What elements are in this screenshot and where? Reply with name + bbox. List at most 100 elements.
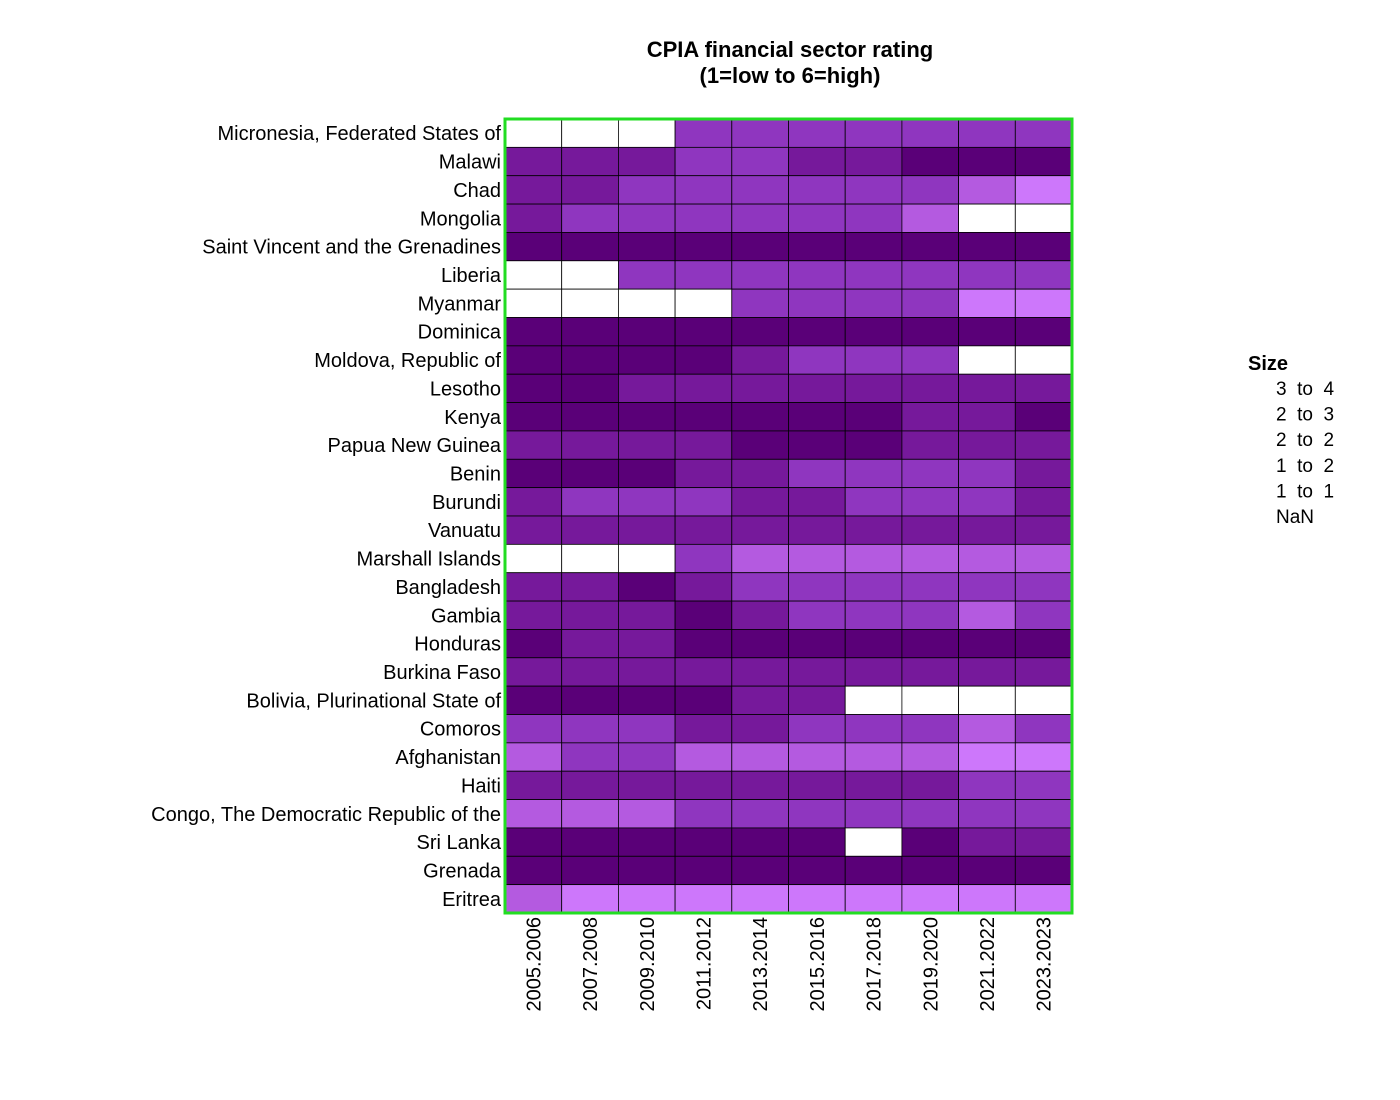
heatmap-cell bbox=[958, 855, 1016, 886]
y-tick-label: Burundi bbox=[432, 492, 501, 514]
heatmap-cell bbox=[844, 146, 903, 177]
heatmap-cell bbox=[504, 146, 563, 177]
heatmap-cell bbox=[901, 487, 960, 517]
heatmap-cell bbox=[1014, 458, 1073, 489]
heatmap-cell bbox=[731, 203, 789, 233]
heatmap-cell bbox=[618, 827, 676, 857]
y-tick-label: Vanuatu bbox=[428, 520, 501, 542]
heatmap-cell bbox=[561, 430, 619, 460]
heatmap-cell bbox=[674, 175, 733, 205]
heatmap-cell bbox=[731, 543, 789, 574]
heatmap-cell bbox=[561, 458, 619, 489]
heatmap-cell bbox=[561, 232, 619, 262]
y-tick-label: Mongolia bbox=[420, 208, 502, 230]
heatmap-cell bbox=[958, 600, 1016, 630]
heatmap-cell bbox=[504, 742, 563, 772]
heatmap-cell bbox=[901, 175, 960, 205]
y-tick-label: Liberia bbox=[441, 265, 502, 287]
heatmap-cell bbox=[788, 543, 846, 574]
heatmap-cell bbox=[901, 827, 960, 857]
heatmap-cell bbox=[674, 288, 733, 318]
heatmap-cell bbox=[788, 118, 846, 148]
heatmap-cell bbox=[844, 629, 903, 659]
heatmap-cell bbox=[1014, 855, 1073, 886]
heatmap-cell bbox=[788, 317, 846, 347]
heatmap-cell bbox=[504, 288, 563, 318]
heatmap-cell bbox=[674, 203, 733, 233]
heatmap-cell bbox=[788, 742, 846, 772]
y-tick-label: Honduras bbox=[414, 634, 501, 656]
heatmap-cell bbox=[674, 118, 733, 148]
heatmap-cell bbox=[504, 629, 563, 659]
heatmap-cell bbox=[618, 884, 676, 914]
heatmap-cell bbox=[618, 203, 676, 233]
heatmap-cell bbox=[504, 770, 563, 800]
heatmap-cell bbox=[958, 487, 1016, 517]
heatmap-cell bbox=[958, 288, 1016, 318]
heatmap-cell bbox=[674, 714, 733, 744]
heatmap-cell bbox=[731, 572, 789, 602]
heatmap-cell bbox=[1014, 203, 1073, 233]
heatmap-cell bbox=[674, 487, 733, 517]
heatmap-cell bbox=[901, 402, 960, 432]
heatmap-cell bbox=[731, 402, 789, 432]
heatmap-cell bbox=[901, 629, 960, 659]
heatmap-cell bbox=[788, 203, 846, 233]
heatmap-cell bbox=[958, 714, 1016, 744]
heatmap-cell bbox=[788, 232, 846, 262]
heatmap-cell bbox=[504, 402, 563, 432]
heatmap-cell bbox=[1014, 288, 1073, 318]
legend: Size 3 to 4 2 to 3 2 to 2 1 to 2 1 to 1 NaN bbox=[1248, 353, 1335, 528]
heatmap-cell bbox=[731, 345, 789, 375]
heatmap-cell bbox=[958, 402, 1016, 432]
heatmap-cell bbox=[901, 458, 960, 489]
heatmap-cell bbox=[618, 175, 676, 205]
heatmap-cell bbox=[731, 317, 789, 347]
heatmap-cell bbox=[561, 657, 619, 687]
heatmap-cell bbox=[618, 714, 676, 744]
heatmap-cell bbox=[844, 770, 903, 800]
heatmap-cell bbox=[674, 742, 733, 772]
heatmap-cell bbox=[561, 770, 619, 800]
heatmap-cell bbox=[788, 373, 846, 403]
heatmap-cell bbox=[1014, 260, 1073, 290]
heatmap-cell bbox=[561, 742, 619, 772]
y-tick-label: Bangladesh bbox=[395, 577, 501, 599]
x-tick-label: 2019.2020 bbox=[920, 917, 942, 1012]
heatmap-cell bbox=[1014, 572, 1073, 602]
heatmap-cell bbox=[958, 827, 1016, 857]
y-tick-label: Myanmar bbox=[418, 293, 502, 315]
heatmap-cell bbox=[618, 373, 676, 403]
heatmap-cell bbox=[1014, 232, 1073, 262]
heatmap-cell bbox=[731, 629, 789, 659]
heatmap-cell bbox=[1014, 345, 1073, 375]
heatmap-cell bbox=[901, 345, 960, 375]
heatmap-cell bbox=[901, 742, 960, 772]
x-tick-label: 2011.2012 bbox=[693, 917, 715, 1010]
heatmap-cell bbox=[1014, 175, 1073, 205]
heatmap-cell bbox=[561, 260, 619, 290]
heatmap-cell bbox=[844, 742, 903, 772]
heatmap-cell bbox=[844, 543, 903, 574]
y-tick-label: Haiti bbox=[461, 775, 501, 797]
heatmap-cell bbox=[788, 402, 846, 432]
heatmap-cell bbox=[1014, 487, 1073, 517]
heatmap-cell bbox=[561, 345, 619, 375]
heatmap-cell bbox=[618, 515, 676, 545]
heatmap-cell bbox=[731, 515, 789, 545]
x-tick-label: 2021.2022 bbox=[977, 917, 999, 1012]
heatmap-cells bbox=[504, 118, 1073, 914]
x-tick-label: 2009.2010 bbox=[637, 917, 659, 1012]
heatmap-cell bbox=[561, 600, 619, 630]
heatmap-cell bbox=[958, 146, 1016, 177]
heatmap-cell bbox=[561, 827, 619, 857]
heatmap-cell bbox=[674, 685, 733, 715]
heatmap-cell bbox=[844, 458, 903, 489]
heatmap-cell bbox=[788, 884, 846, 914]
heatmap-cell bbox=[844, 288, 903, 318]
heatmap-cell bbox=[618, 742, 676, 772]
heatmap-cell bbox=[674, 543, 733, 574]
y-tick-label: Micronesia, Federated States of bbox=[218, 123, 502, 145]
heatmap-cell bbox=[561, 714, 619, 744]
heatmap-cell bbox=[504, 175, 563, 205]
